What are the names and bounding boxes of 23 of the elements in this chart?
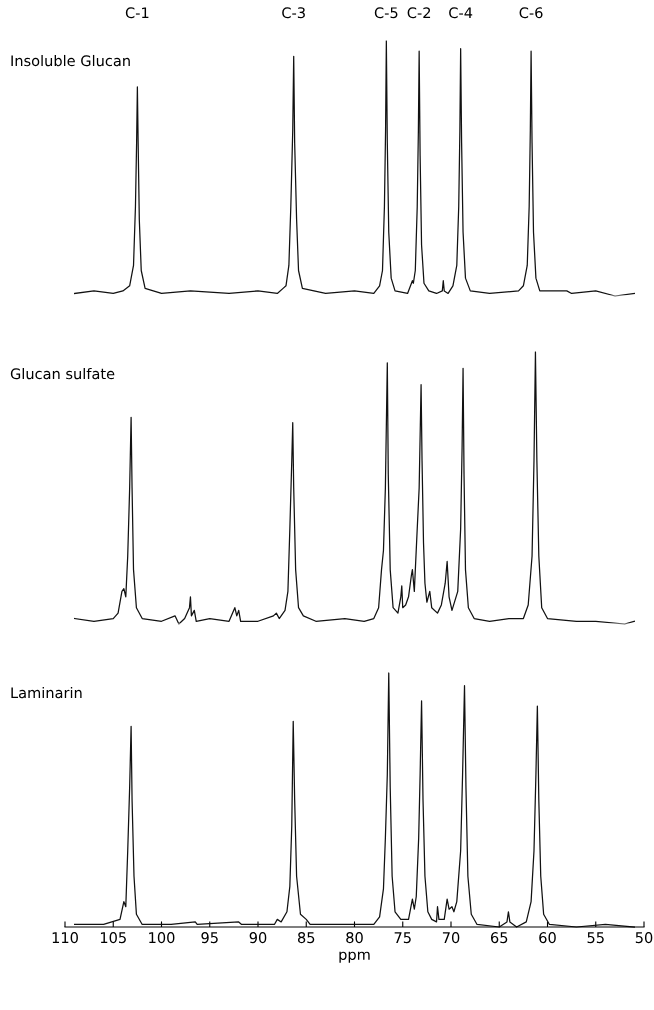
text: Insoluble Glucan [11, 54, 130, 67]
text: C-5 [374, 7, 398, 19]
x-tick-label: 70 [442, 932, 460, 944]
x-tick-label: 80 [346, 932, 363, 944]
x-tick-label: 90 [249, 932, 267, 944]
x-tick-label: 85 [297, 932, 315, 944]
text: C-2 [407, 7, 431, 19]
x-tick-label: 60 [539, 932, 556, 944]
x-axis-title: ppm [339, 951, 370, 963]
text: Laminarin [11, 686, 82, 699]
text: C-3 [282, 7, 305, 19]
x-tick-label: 95 [201, 932, 218, 944]
x-tick-label: 75 [394, 932, 411, 944]
x-tick-label: 100 [149, 932, 175, 944]
text: C-1 [125, 7, 149, 19]
x-tick-label: 55 [587, 932, 604, 944]
text: Glucan sulfate [10, 367, 115, 380]
text: C-6 [519, 7, 543, 19]
x-tick-label: 110 [52, 932, 78, 944]
text: C-4 [449, 7, 473, 19]
x-tick-label: 105 [100, 932, 126, 944]
x-tick-label: 65 [490, 932, 508, 944]
x-tick-label: 50 [635, 932, 653, 944]
